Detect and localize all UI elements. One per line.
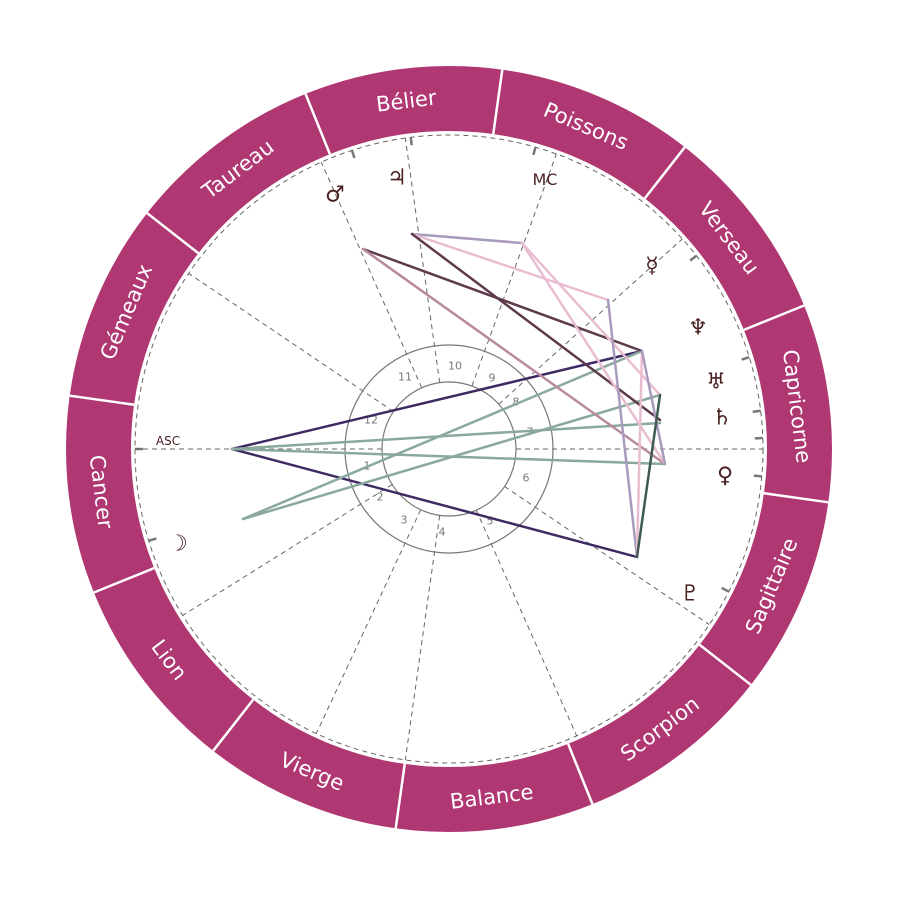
house-number-11: 11: [398, 371, 412, 384]
angle-labels: ASC MC: [156, 170, 558, 448]
house-number-4: 4: [439, 526, 446, 539]
house-number-5: 5: [487, 515, 494, 528]
house-wheel: 123456789101112: [344, 344, 554, 554]
sign-divider: [643, 146, 686, 200]
house-number-10: 10: [448, 360, 462, 373]
aspect-line: [241, 349, 644, 521]
mars-icon: ♂: [325, 183, 345, 208]
pluto-icon: ♇: [680, 582, 700, 607]
sign-divider: [304, 93, 332, 155]
house-number-9: 9: [489, 372, 496, 385]
planet-tick: [532, 146, 537, 156]
planet-tick: [741, 355, 750, 361]
sign-divider: [69, 394, 135, 406]
aspect-line: [230, 349, 644, 451]
house-number-8: 8: [513, 396, 520, 409]
planet-tick: [409, 137, 413, 146]
aspect-line: [520, 241, 662, 397]
aspect-line: [241, 393, 662, 521]
aspect-line: [640, 349, 667, 466]
planet-tick: [350, 149, 356, 159]
aspect-line: [606, 298, 639, 559]
aspect-line: [230, 447, 667, 466]
mercury-icon: ☿: [645, 254, 659, 279]
mc-label: MC: [533, 170, 558, 189]
aspect-line: [361, 247, 644, 353]
planet-tick: [753, 474, 762, 478]
house-number-6: 6: [523, 472, 530, 485]
saturn-icon: ♄: [712, 406, 732, 431]
planet-glyphs: ♂ ♃ ☿ ♆ ♅ ♄ ♀ ♇ ☽: [168, 166, 733, 607]
aspect-line: [410, 232, 610, 302]
sign-divider: [212, 698, 255, 752]
sign-divider: [146, 212, 200, 255]
aspect-line: [635, 349, 644, 559]
sign-divider: [93, 566, 155, 594]
venus-icon: ♀: [717, 464, 733, 489]
aspect-line: [230, 421, 662, 451]
jupiter-icon: ♃: [387, 166, 407, 191]
planet-tick: [752, 409, 761, 413]
sign-divider: [743, 304, 805, 332]
moon-icon: ☽: [168, 532, 188, 557]
planet-tick: [721, 586, 730, 593]
aspect-line: [410, 232, 524, 245]
sign-divider: [763, 492, 829, 504]
asc-label: ASC: [156, 434, 180, 448]
sign-divider: [566, 743, 594, 805]
neptune-icon: ♆: [688, 316, 708, 341]
aspect-lines: [230, 232, 667, 559]
aspect-line: [635, 393, 662, 559]
sign-divider: [492, 69, 504, 135]
planet-tick: [148, 537, 157, 543]
sign-divider: [698, 643, 752, 686]
house-number-3: 3: [401, 514, 408, 527]
uranus-icon: ♅: [706, 370, 726, 395]
aspect-line: [230, 447, 639, 559]
sign-divider: [394, 763, 406, 829]
aspect-line: [361, 247, 667, 466]
planet-tick: [689, 254, 698, 262]
house-number-2: 2: [377, 491, 384, 504]
